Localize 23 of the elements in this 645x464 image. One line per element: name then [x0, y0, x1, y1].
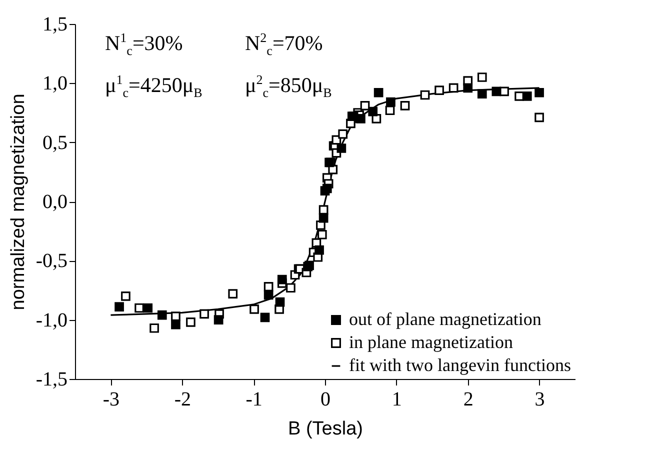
x-tick-label: 0: [320, 388, 330, 410]
x-tick-label: 2: [463, 388, 474, 410]
annotation: N$^{2}$$_{c}$=70%: [245, 30, 323, 60]
x-tick-label: 3: [534, 388, 545, 410]
legend-label: fit with two langevin functions: [349, 355, 571, 375]
annotation: N$^{1}$$_{c}$=30%: [105, 30, 183, 60]
x-tick-label: 1: [392, 388, 402, 410]
y-tick-label: 1,0: [42, 72, 68, 95]
x-tick-label: -1: [246, 388, 262, 410]
y-axis-title: normalized magnetization: [8, 94, 29, 310]
y-tick-label: 0,0: [42, 191, 68, 213]
annotation: μ$^{1}$$_{c}$=4250μ$_{B}$: [105, 72, 202, 102]
legend-label: out of plane magnetization: [349, 309, 542, 329]
annotation: μ$^{2}$$_{c}$=850μ$_{B}$: [245, 72, 332, 102]
y-tick-label: 1,5: [42, 14, 68, 36]
y-tick-label: -0,5: [36, 250, 68, 272]
x-tick-label: -3: [102, 388, 120, 410]
x-tick-label: -2: [174, 388, 191, 410]
y-tick-label: -1,5: [36, 368, 68, 390]
x-axis-title: B (Tesla): [288, 418, 363, 440]
y-tick-label: -1,0: [36, 309, 68, 332]
legend-label: in plane magnetization: [349, 332, 513, 352]
y-tick-label: 0,5: [42, 132, 68, 154]
